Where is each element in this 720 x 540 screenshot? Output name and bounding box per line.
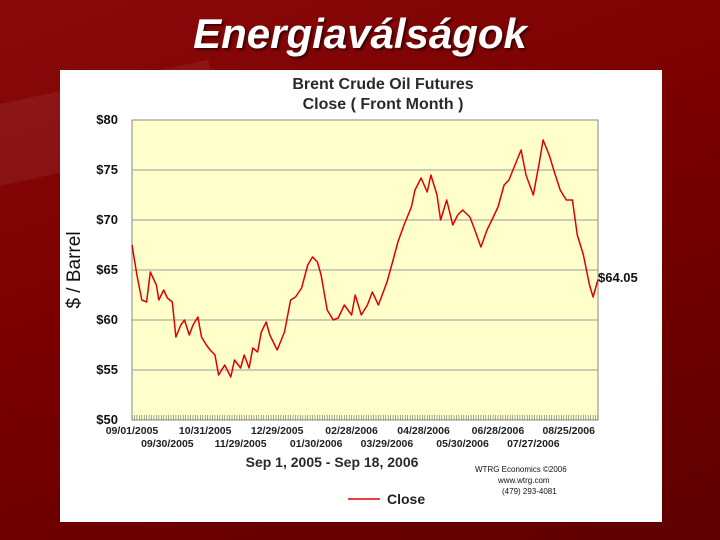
x-axis-label: Sep 1, 2005 - Sep 18, 2006	[246, 454, 419, 470]
chart-title-line-1: Brent Crude Oil Futures	[292, 76, 473, 93]
series-line-close	[131, 139, 599, 378]
x-tick-label: 05/30/2006	[436, 438, 489, 450]
y-tick-label: $80	[96, 112, 118, 127]
credit-line-1: WTRG Economics ©2006	[475, 465, 567, 474]
series-layer	[131, 139, 599, 378]
x-axis-ticks: 09/01/2005 10/31/2005 12/29/2005 02/28/2006…	[106, 415, 599, 450]
y-tick-label: $70	[96, 212, 118, 227]
y-tick-label: $65	[96, 262, 118, 277]
last-value-label: $64.05	[598, 270, 638, 285]
x-tick-label: 02/28/2006	[325, 425, 378, 437]
oil-price-chart: Brent Crude Oil Futures Close ( Front Mo…	[64, 76, 638, 507]
x-tick-label: 12/29/2005	[251, 425, 304, 437]
x-tick-label: 07/27/2006	[507, 438, 560, 450]
x-tick-label: 04/28/2006	[397, 425, 450, 437]
y-tick-label: $60	[96, 312, 118, 327]
y-tick-label: $55	[96, 362, 118, 377]
x-tick-label: 09/30/2005	[141, 438, 194, 450]
credit-line-2: www.wtrg.com	[497, 476, 550, 485]
chart-panel: Brent Crude Oil Futures Close ( Front Mo…	[60, 70, 662, 522]
credit-line-3: (479) 293-4081	[502, 487, 557, 496]
slide-title: Energiaválságok	[193, 10, 527, 57]
x-tick-label: 01/30/2006	[290, 438, 343, 450]
y-axis-label: $ / Barrel	[64, 231, 85, 308]
y-axis-ticks: $50 $55 $60 $65 $70 $75 $80	[96, 112, 118, 427]
chart-title-line-2: Close ( Front Month )	[303, 96, 464, 113]
x-tick-label: 08/25/2006	[542, 425, 595, 437]
x-tick-label: 09/01/2005	[106, 425, 159, 437]
x-tick-label: 06/28/2006	[472, 425, 525, 437]
legend-label: Close	[387, 491, 425, 507]
x-tick-label: 11/29/2005	[215, 438, 267, 450]
grid-lines	[132, 169, 598, 371]
y-tick-label: $50	[96, 412, 118, 427]
y-tick-label: $75	[96, 162, 118, 177]
x-tick-label: 03/29/2006	[361, 438, 414, 450]
x-tick-label: 10/31/2005	[179, 425, 232, 437]
